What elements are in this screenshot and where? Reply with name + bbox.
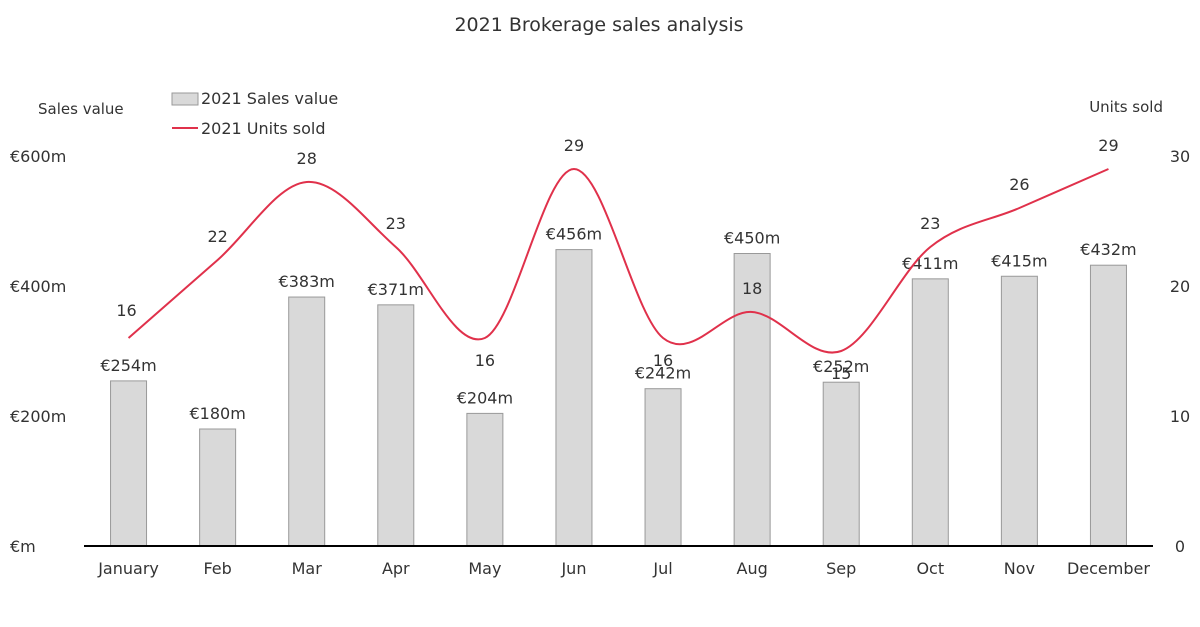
bar: [1000, 275, 1038, 547]
y-left-tick-label: €400m: [10, 277, 66, 296]
x-tick-label: Oct: [916, 559, 944, 578]
units-sold-line: [127, 167, 1109, 354]
x-tick-label: Jul: [652, 559, 672, 578]
bar-value-label: €450m: [724, 229, 780, 248]
line-value-label: 26: [1009, 175, 1029, 194]
bar-value-label: €432m: [1080, 240, 1136, 259]
x-tick-labels: January Feb Mar Apr May Jun Jul Aug Sep Oct Nov Dec…: [97, 559, 1150, 578]
bar-value-label: €371m: [368, 280, 424, 299]
bar: [466, 412, 504, 547]
y-left-tick-label: €200m: [10, 407, 66, 426]
legend: 2021 Sales value 2021 Units sold: [171, 89, 338, 138]
y-right-tick-label: 0: [1175, 537, 1185, 556]
x-tick-label: Aug: [737, 559, 768, 578]
bar: [110, 380, 148, 547]
y-right-tick-label: 20: [1170, 277, 1190, 296]
line-value-label: 16: [116, 301, 136, 320]
x-tick-label: December: [1067, 559, 1150, 578]
x-tick-label: May: [468, 559, 501, 578]
line-value-label: 18: [742, 279, 762, 298]
bar: [288, 296, 326, 547]
line-value-label: 23: [920, 214, 940, 233]
bar-series: €254m €180m €383m €371m €204m €456m €242m €450m…: [100, 225, 1137, 547]
bar: [1089, 264, 1127, 547]
line-value-label: 29: [564, 136, 584, 155]
line-value-label: 29: [1098, 136, 1118, 155]
bar-value-label: €254m: [100, 356, 156, 375]
y-right-tick-labels: 0 10 20 30: [1170, 147, 1190, 556]
line-value-label: 16: [653, 351, 673, 370]
x-tick-label: Feb: [203, 559, 231, 578]
legend-bar-swatch: [171, 92, 199, 106]
x-tick-label: Jun: [560, 559, 586, 578]
bar-value-label: €204m: [457, 388, 513, 407]
line-value-label: 23: [386, 214, 406, 233]
bar-value-label: €415m: [991, 251, 1047, 270]
chart-title: 2021 Brokerage sales analysis: [454, 14, 743, 36]
y-left-tick-labels: €m €200m €400m €600m: [10, 147, 66, 556]
bar-value-label: €383m: [279, 272, 335, 291]
line-value-label: 28: [297, 149, 317, 168]
bar: [199, 428, 237, 547]
legend-line-label: 2021 Units sold: [201, 119, 326, 138]
x-tick-label: Apr: [382, 559, 410, 578]
x-tick-label: Sep: [826, 559, 856, 578]
line-series: 16 22 28 23 16 29 16 18 15 23 26 29: [116, 136, 1118, 383]
bar: [377, 304, 415, 547]
line-value-label: 15: [831, 364, 851, 383]
line-value-label: 16: [475, 351, 495, 370]
x-tick-label: January: [97, 559, 159, 578]
bar: [822, 381, 860, 547]
bar: [644, 388, 682, 547]
bar-value-label: €242m: [635, 364, 691, 383]
bar-value-label: €456m: [546, 225, 602, 244]
bar: [555, 249, 593, 547]
bar-value-label: €252m: [813, 357, 869, 376]
y-right-axis-label: Units sold: [1089, 98, 1163, 116]
x-tick-label: Nov: [1004, 559, 1035, 578]
line-value-label: 22: [207, 227, 227, 246]
y-left-tick-label: €m: [10, 537, 36, 556]
bar: [911, 278, 949, 547]
y-left-axis-label: Sales value: [38, 100, 124, 118]
x-tick-label: Mar: [292, 559, 323, 578]
bar: [733, 253, 771, 547]
y-right-tick-label: 10: [1170, 407, 1190, 426]
y-left-tick-label: €600m: [10, 147, 66, 166]
y-right-tick-label: 30: [1170, 147, 1190, 166]
bar-value-label: €411m: [902, 254, 958, 273]
legend-bar-label: 2021 Sales value: [201, 89, 338, 108]
bar-value-label: €180m: [189, 404, 245, 423]
